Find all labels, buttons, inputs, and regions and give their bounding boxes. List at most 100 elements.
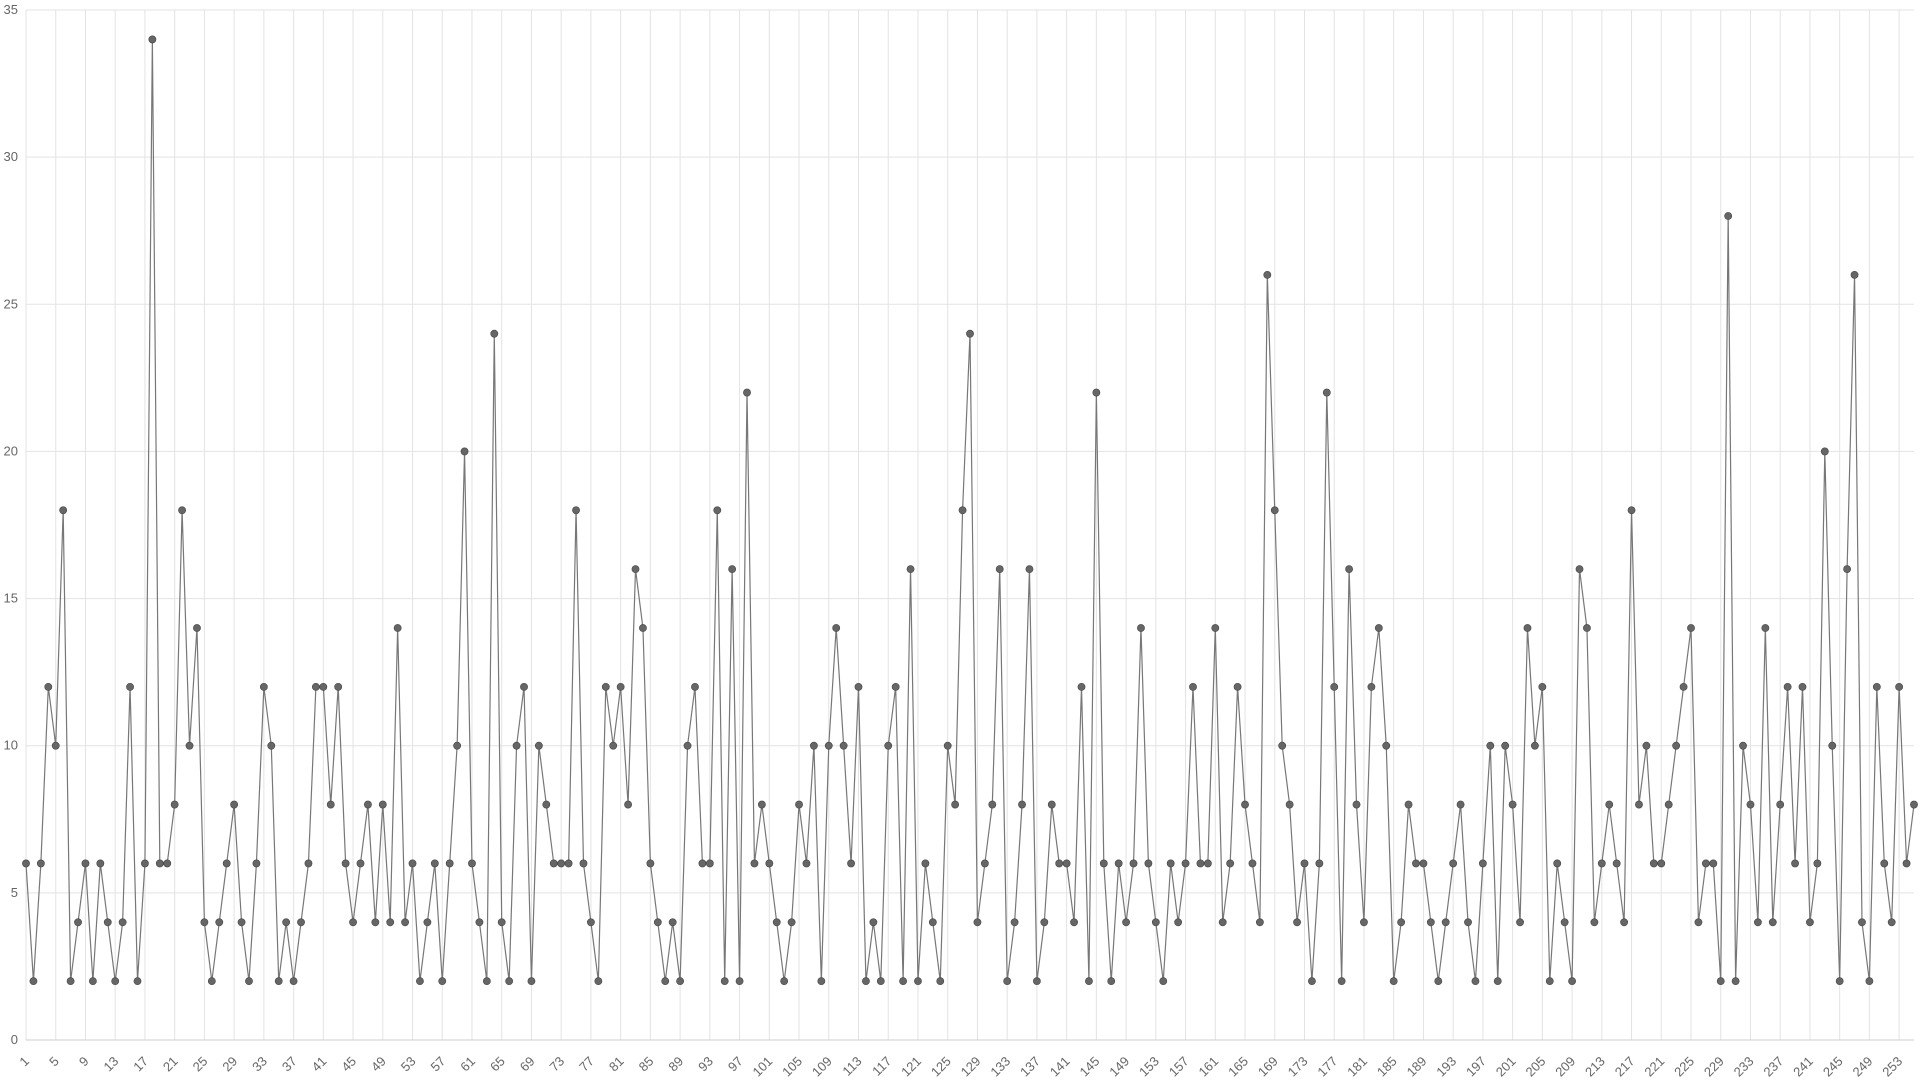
x-tick-label: 181 xyxy=(1344,1054,1370,1080)
data-point xyxy=(698,859,707,868)
x-tick-label: 221 xyxy=(1641,1054,1667,1080)
data-point xyxy=(1627,506,1636,515)
data-point xyxy=(1092,388,1101,397)
data-point xyxy=(1620,918,1629,927)
data-point xyxy=(735,977,744,986)
data-point xyxy=(341,859,350,868)
data-point xyxy=(995,565,1004,574)
data-point xyxy=(1828,741,1837,750)
data-point xyxy=(126,682,134,691)
x-tick-label: 97 xyxy=(725,1054,746,1075)
data-point xyxy=(297,918,305,927)
data-point xyxy=(1144,859,1153,868)
data-point xyxy=(66,977,75,986)
x-tick-label: 253 xyxy=(1879,1054,1905,1080)
x-gridlines xyxy=(25,10,1900,1040)
data-point xyxy=(356,859,365,868)
x-tick-label: 61 xyxy=(457,1054,478,1075)
data-point xyxy=(1211,624,1220,632)
data-point xyxy=(1649,859,1658,868)
data-point xyxy=(1701,859,1710,868)
x-tick-label: 145 xyxy=(1077,1054,1103,1080)
data-point xyxy=(96,859,105,868)
x-tick-label: 25 xyxy=(190,1054,211,1075)
data-point xyxy=(163,859,172,868)
data-point xyxy=(951,800,960,809)
data-point xyxy=(1047,800,1056,809)
data-point xyxy=(267,741,276,750)
data-point xyxy=(1412,859,1420,868)
data-point xyxy=(1672,741,1681,750)
data-point xyxy=(364,800,372,809)
data-point xyxy=(1754,918,1762,927)
data-point xyxy=(1545,977,1554,986)
data-point xyxy=(958,506,967,515)
data-point xyxy=(720,977,729,986)
data-point xyxy=(616,682,625,691)
data-point xyxy=(884,741,893,750)
data-point xyxy=(921,859,930,868)
data-point xyxy=(1679,682,1688,691)
data-point xyxy=(1575,565,1584,574)
x-tick-label: 161 xyxy=(1195,1054,1221,1080)
data-point xyxy=(1122,918,1130,927)
data-point xyxy=(1025,565,1034,574)
data-point xyxy=(1806,918,1814,927)
data-point xyxy=(1263,270,1272,279)
data-point xyxy=(1085,977,1093,986)
data-point xyxy=(141,859,149,868)
data-point xyxy=(438,977,447,986)
data-point xyxy=(928,918,937,927)
data-point xyxy=(1516,918,1524,927)
data-point xyxy=(1813,859,1822,868)
x-tick-label: 205 xyxy=(1523,1054,1549,1080)
data-point xyxy=(1709,859,1718,868)
data-point xyxy=(1761,624,1770,632)
data-point xyxy=(1486,741,1495,750)
data-point xyxy=(943,741,952,750)
data-point xyxy=(1605,800,1614,809)
x-tick-label: 93 xyxy=(695,1054,716,1075)
x-tick-label: 21 xyxy=(160,1054,181,1075)
data-point xyxy=(683,741,692,750)
data-point xyxy=(1010,918,1019,927)
data-point xyxy=(1233,682,1242,691)
x-tick-label: 209 xyxy=(1552,1054,1578,1080)
data-point xyxy=(178,506,186,515)
data-point xyxy=(549,859,558,868)
data-point xyxy=(973,918,982,927)
x-tick-label: 117 xyxy=(869,1054,894,1079)
x-tick-label: 69 xyxy=(517,1054,538,1075)
data-point xyxy=(1189,682,1197,691)
x-tick-label: 13 xyxy=(100,1054,121,1075)
data-point xyxy=(705,859,714,868)
data-point xyxy=(103,918,112,927)
data-point xyxy=(1151,918,1160,927)
data-point xyxy=(1501,741,1510,750)
data-point xyxy=(743,388,751,397)
x-tick-label: 225 xyxy=(1671,1054,1697,1080)
data-point xyxy=(1040,918,1049,927)
data-point xyxy=(639,624,647,632)
data-point xyxy=(1196,859,1205,868)
y-tick-label: 10 xyxy=(4,738,18,753)
data-point xyxy=(475,918,484,927)
y-tick-label: 25 xyxy=(4,296,18,311)
x-tick-label: 185 xyxy=(1374,1054,1400,1080)
x-tick-label: 165 xyxy=(1225,1054,1251,1080)
data-point xyxy=(36,859,45,868)
x-tick-label: 73 xyxy=(546,1054,567,1075)
data-point xyxy=(1055,859,1064,868)
data-point xyxy=(304,859,313,868)
x-tick-label: 125 xyxy=(928,1054,954,1080)
data-point xyxy=(1716,977,1725,986)
data-point xyxy=(1880,859,1889,868)
data-point xyxy=(1746,800,1755,809)
data-point xyxy=(155,859,164,868)
x-tick-label: 57 xyxy=(428,1054,449,1075)
x-tick-label: 85 xyxy=(636,1054,657,1075)
x-tick-label: 201 xyxy=(1493,1054,1519,1080)
data-point xyxy=(520,682,528,691)
data-point xyxy=(631,565,640,574)
x-tick-label: 169 xyxy=(1255,1054,1281,1080)
